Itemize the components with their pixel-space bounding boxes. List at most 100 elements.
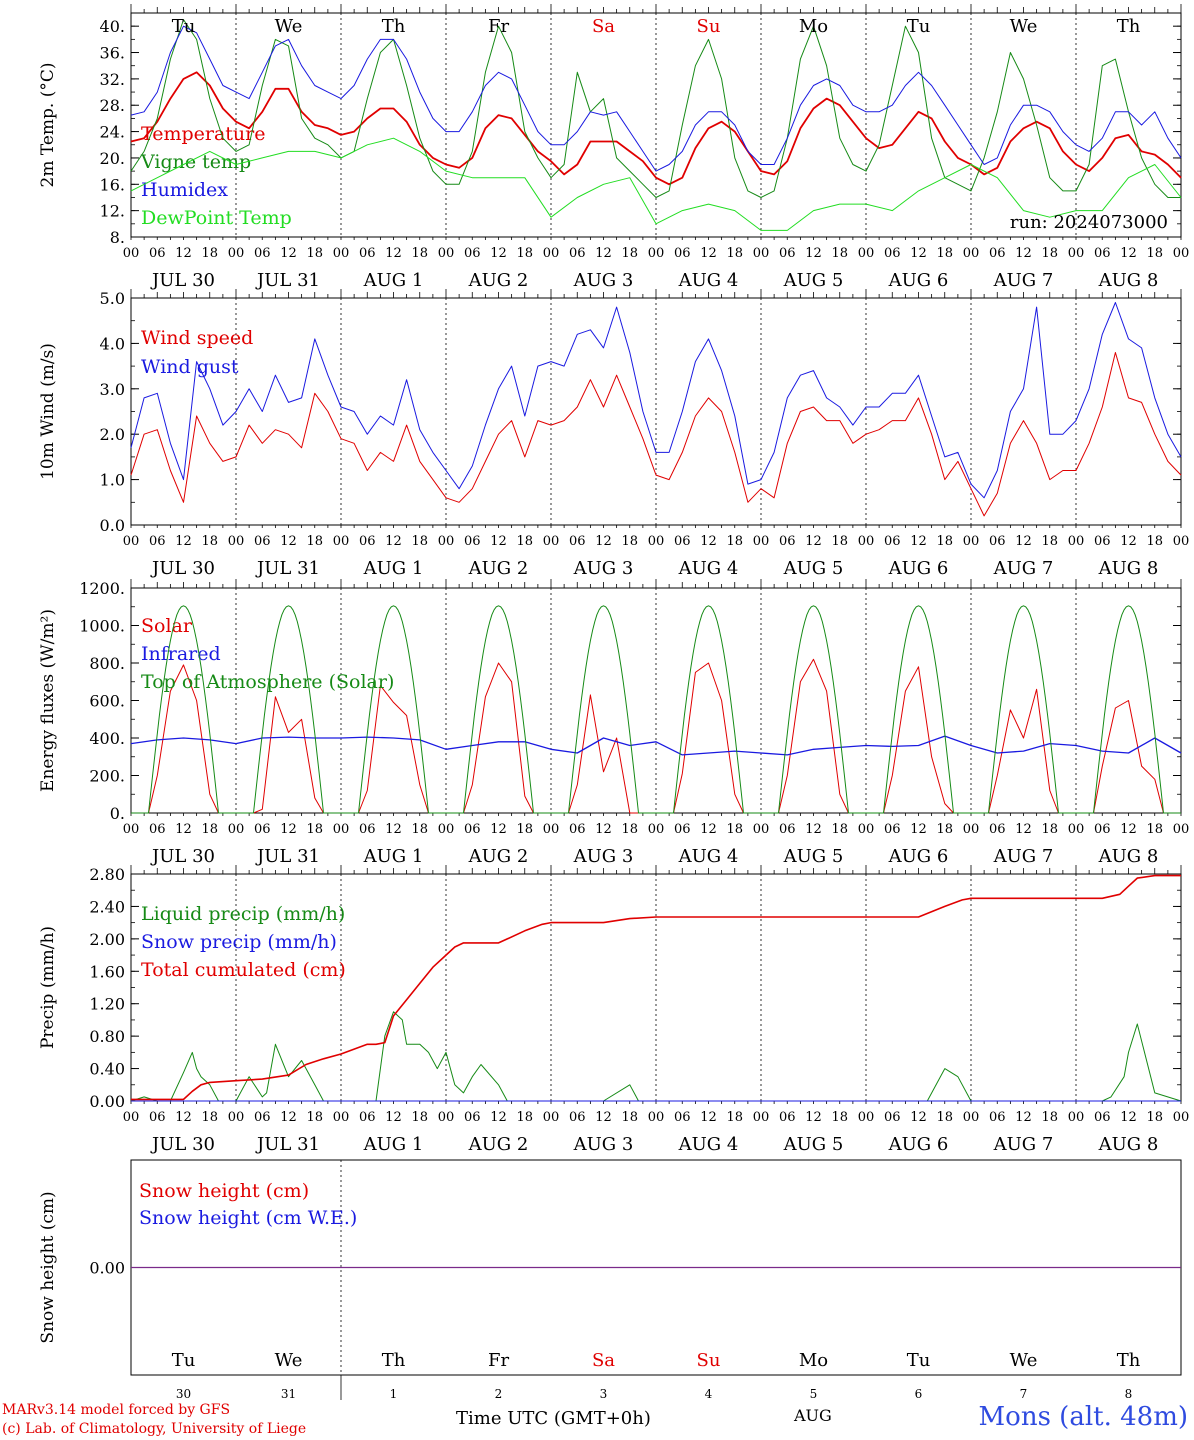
hour-tick-label: 12 xyxy=(805,1110,822,1125)
day-number-label: 2 xyxy=(495,1387,503,1400)
hour-tick-label: 12 xyxy=(1015,534,1032,549)
y-tick-label: 0.00 xyxy=(89,1092,125,1111)
hour-tick-label: 00 xyxy=(123,246,140,261)
hour-tick-label: 06 xyxy=(989,246,1006,261)
y-tick-label: 200. xyxy=(89,767,125,786)
hour-tick-label: 18 xyxy=(516,534,533,549)
hour-tick-label: 00 xyxy=(648,1110,665,1125)
hour-tick-label: 00 xyxy=(648,246,665,261)
hour-tick-label: 12 xyxy=(175,534,192,549)
hour-tick-label: 12 xyxy=(910,246,927,261)
legend-entry: Humidex xyxy=(141,179,228,201)
meteogram-svg: 8.12.16.20.24.28.32.36.40.2m Temp. (°C) T… xyxy=(38,4,1190,1401)
y-tick-label: 24. xyxy=(100,123,125,142)
y-tick-label: 600. xyxy=(89,692,125,711)
hour-tick-label: 18 xyxy=(621,246,638,261)
hour-tick-label: 00 xyxy=(648,822,665,837)
hour-tick-label: 06 xyxy=(464,534,481,549)
y-axis-label: 2m Temp. (°C) xyxy=(38,62,58,187)
hour-tick-label: 12 xyxy=(175,1110,192,1125)
y-tick-label: 2.80 xyxy=(89,865,125,884)
hour-tick-label: 00 xyxy=(123,822,140,837)
day-number-label: 5 xyxy=(810,1387,818,1400)
hour-tick-label: 18 xyxy=(1146,1110,1163,1125)
hour-tick-label: 18 xyxy=(831,246,848,261)
y-tick-label: 4.0 xyxy=(100,334,125,353)
hour-tick-label: 12 xyxy=(700,534,717,549)
hour-tick-label: 12 xyxy=(805,822,822,837)
hour-tick-label: 00 xyxy=(753,1110,770,1125)
day-number-label: 8 xyxy=(1125,1387,1133,1400)
hour-tick-label: 18 xyxy=(306,246,323,261)
date-label: AUG 4 xyxy=(678,1134,739,1155)
hour-tick-label: 00 xyxy=(543,246,560,261)
hour-tick-label: 00 xyxy=(438,246,455,261)
hour-tick-label: 18 xyxy=(201,1110,218,1125)
date-label: AUG 6 xyxy=(888,558,949,579)
hour-tick-label: 06 xyxy=(674,1110,691,1125)
date-label: AUG 1 xyxy=(363,270,424,291)
hour-tick-label: 18 xyxy=(1041,1110,1058,1125)
hour-tick-label: 06 xyxy=(569,534,586,549)
hour-tick-label: 06 xyxy=(884,534,901,549)
hour-tick-label: 12 xyxy=(280,534,297,549)
hour-tick-label: 06 xyxy=(674,822,691,837)
hour-tick-label: 06 xyxy=(464,246,481,261)
date-label: AUG 7 xyxy=(993,846,1054,867)
day-of-week-label: Th xyxy=(1117,16,1141,37)
time-axis-label: Time UTC (GMT+0h) xyxy=(456,1408,651,1429)
hour-tick-label: 00 xyxy=(1173,1110,1190,1125)
hour-tick-label: 12 xyxy=(805,534,822,549)
hour-tick-label: 06 xyxy=(359,1110,376,1125)
hour-tick-label: 06 xyxy=(359,822,376,837)
hour-tick-label: 06 xyxy=(254,1110,271,1125)
hour-tick-label: 12 xyxy=(910,1110,927,1125)
day-of-week-label: Fr xyxy=(488,1350,509,1371)
hour-tick-label: 00 xyxy=(438,1110,455,1125)
hour-tick-label: 06 xyxy=(254,246,271,261)
day-number-label: 7 xyxy=(1020,1387,1028,1400)
hour-tick-label: 18 xyxy=(726,1110,743,1125)
y-tick-label: 36. xyxy=(100,44,125,63)
hour-tick-label: 18 xyxy=(831,822,848,837)
date-label: JUL 30 xyxy=(150,1134,215,1155)
legend-entry: Snow precip (mm/h) xyxy=(141,931,337,953)
date-label: AUG 3 xyxy=(573,1134,634,1155)
y-tick-label: 1.60 xyxy=(89,962,125,981)
hour-tick-label: 06 xyxy=(464,822,481,837)
hour-tick-label: 00 xyxy=(543,822,560,837)
hour-tick-label: 00 xyxy=(858,1110,875,1125)
hour-tick-label: 18 xyxy=(936,246,953,261)
date-label: AUG 3 xyxy=(573,846,634,867)
hour-tick-label: 12 xyxy=(1120,534,1137,549)
hour-tick-label: 18 xyxy=(936,822,953,837)
hour-tick-label: 18 xyxy=(1146,822,1163,837)
y-axis-label: Snow height (cm) xyxy=(38,1191,58,1343)
hour-tick-label: 18 xyxy=(201,246,218,261)
hour-tick-label: 18 xyxy=(831,534,848,549)
hour-tick-label: 00 xyxy=(438,822,455,837)
hour-tick-label: 06 xyxy=(569,822,586,837)
y-axis-label: Precip (mm/h) xyxy=(38,926,58,1049)
hour-tick-label: 06 xyxy=(359,534,376,549)
hour-tick-label: 06 xyxy=(674,246,691,261)
hour-tick-label: 12 xyxy=(175,246,192,261)
y-tick-label: 32. xyxy=(100,70,125,89)
series-line xyxy=(131,874,1181,1101)
hour-tick-label: 12 xyxy=(1120,246,1137,261)
hour-tick-label: 00 xyxy=(1068,534,1085,549)
hour-tick-label: 12 xyxy=(1015,246,1032,261)
series-line xyxy=(130,71,1182,186)
hour-tick-label: 00 xyxy=(333,822,350,837)
hour-tick-label: 18 xyxy=(516,246,533,261)
hour-tick-label: 06 xyxy=(254,822,271,837)
day-of-week-label: Tu xyxy=(172,16,196,37)
legend-entry: Snow height (cm W.E.) xyxy=(139,1207,357,1229)
date-label: AUG 2 xyxy=(468,1134,529,1155)
hour-tick-label: 12 xyxy=(805,246,822,261)
date-label: AUG 6 xyxy=(888,846,949,867)
hour-tick-label: 06 xyxy=(464,1110,481,1125)
hour-tick-label: 12 xyxy=(595,1110,612,1125)
hour-tick-label: 18 xyxy=(1041,246,1058,261)
series-line xyxy=(130,137,1182,231)
